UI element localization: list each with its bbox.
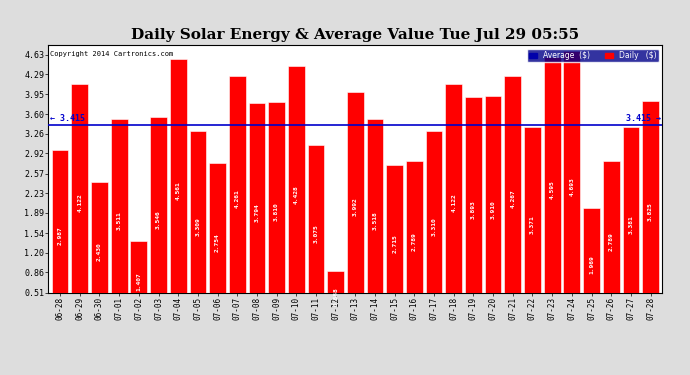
Text: 3.371: 3.371 <box>530 215 535 234</box>
Bar <box>446 84 462 322</box>
Text: 3.810: 3.810 <box>274 202 279 221</box>
Bar <box>91 182 108 322</box>
Text: 3.825: 3.825 <box>648 202 653 221</box>
Text: 3.794: 3.794 <box>255 203 259 222</box>
Bar <box>426 131 442 322</box>
Bar <box>524 128 541 322</box>
Bar <box>485 96 502 322</box>
Text: 3.381: 3.381 <box>629 215 633 234</box>
Bar <box>347 92 364 322</box>
Bar <box>406 161 423 322</box>
Text: 2.754: 2.754 <box>215 233 220 252</box>
Bar <box>268 102 285 322</box>
Text: 4.561: 4.561 <box>176 181 181 200</box>
Text: 2.987: 2.987 <box>57 226 63 245</box>
Bar <box>190 131 206 322</box>
Bar <box>111 119 128 322</box>
Text: Copyright 2014 Cartronics.com: Copyright 2014 Cartronics.com <box>50 51 173 57</box>
Bar <box>603 161 620 322</box>
Bar <box>504 76 521 322</box>
Text: ← 3.415: ← 3.415 <box>50 114 86 123</box>
Bar <box>544 57 560 322</box>
Title: Daily Solar Energy & Average Value Tue Jul 29 05:55: Daily Solar Energy & Average Value Tue J… <box>131 28 580 42</box>
Bar <box>248 103 265 322</box>
Text: 1.407: 1.407 <box>137 272 141 291</box>
Bar <box>642 101 659 322</box>
Bar <box>366 119 384 322</box>
Text: 3.992: 3.992 <box>353 197 358 216</box>
Text: 2.789: 2.789 <box>412 232 417 251</box>
Text: 3.075: 3.075 <box>313 224 319 243</box>
Text: 3.910: 3.910 <box>491 200 495 219</box>
Bar <box>288 66 305 322</box>
Text: 4.693: 4.693 <box>569 177 574 196</box>
Bar <box>564 51 580 322</box>
Text: 3.511: 3.511 <box>117 211 121 230</box>
Legend: Average  ($), Daily   ($): Average ($), Daily ($) <box>526 49 658 62</box>
Bar <box>52 150 68 322</box>
Text: 3.310: 3.310 <box>431 217 437 236</box>
Text: 2.715: 2.715 <box>392 234 397 253</box>
Text: 4.122: 4.122 <box>451 194 456 212</box>
Text: 4.595: 4.595 <box>550 180 555 199</box>
Bar <box>386 165 403 322</box>
Text: 3.309: 3.309 <box>195 217 200 236</box>
Bar <box>72 84 88 322</box>
Bar <box>229 76 246 322</box>
Text: 4.267: 4.267 <box>511 189 515 208</box>
Text: 3.893: 3.893 <box>471 200 476 219</box>
Text: 3.546: 3.546 <box>156 210 161 229</box>
Bar <box>327 271 344 322</box>
Text: 4.122: 4.122 <box>77 194 82 212</box>
Text: 2.789: 2.789 <box>609 232 613 251</box>
Bar <box>308 144 324 322</box>
Text: 4.428: 4.428 <box>294 185 299 204</box>
Text: 3.518: 3.518 <box>373 211 377 230</box>
Bar <box>209 163 226 322</box>
Bar <box>465 98 482 322</box>
Text: 2.430: 2.430 <box>97 243 102 261</box>
Bar <box>130 241 147 322</box>
Bar <box>622 127 639 322</box>
Bar <box>150 117 167 322</box>
Text: 1.969: 1.969 <box>589 256 594 274</box>
Bar <box>170 59 186 322</box>
Bar <box>583 209 600 322</box>
Text: 4.261: 4.261 <box>235 190 239 209</box>
Text: 0.888: 0.888 <box>333 287 338 306</box>
Text: 3.415 →: 3.415 → <box>627 114 662 123</box>
